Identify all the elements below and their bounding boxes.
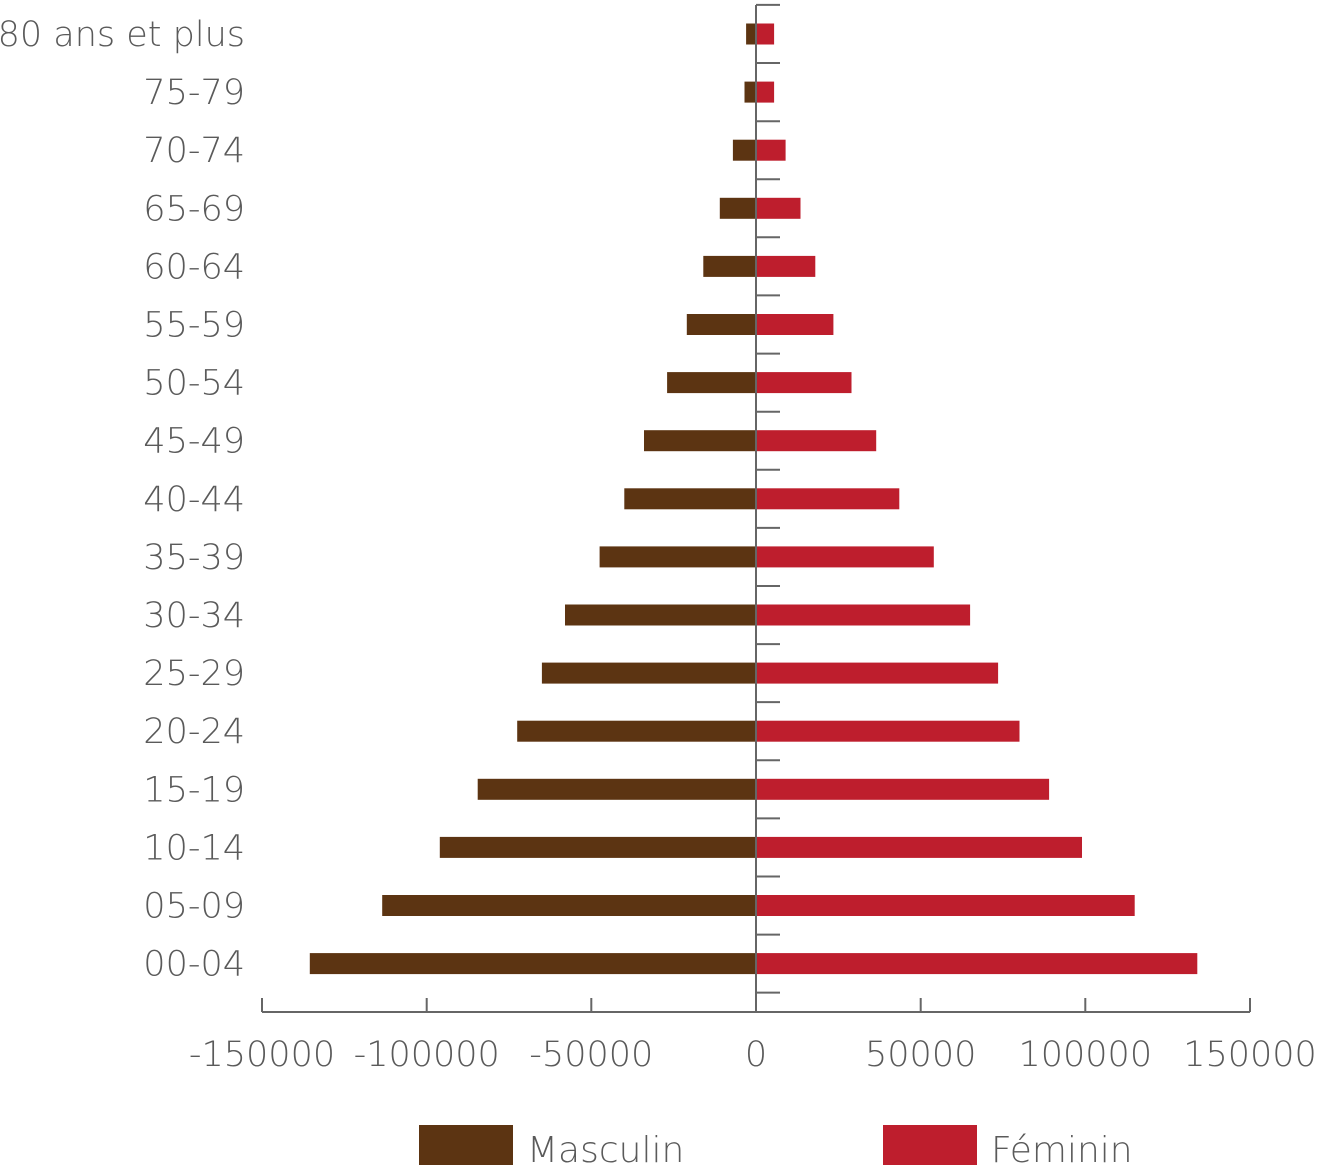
bar-feminin-12 [756,720,1020,742]
bar-masculin-3 [719,197,756,219]
bar-masculin-0 [746,23,756,45]
category-label: 80 ans et plus [0,15,245,55]
x-axis: -150000 -100000 -50000 0 50000 100000 150000 [189,998,1317,1075]
category-label: 75-79 [143,73,245,113]
bar-feminin-10 [756,604,971,626]
category-label: 45-49 [143,422,245,462]
bar-feminin-11 [756,662,999,684]
category-label: 60-64 [143,247,245,287]
bar-feminin-3 [756,197,801,219]
bar-feminin-6 [756,372,852,394]
bar-masculin-13 [477,778,756,800]
bar-masculin-7 [644,430,756,452]
category-label: 25-29 [143,654,245,694]
bar-masculin-4 [703,255,756,277]
legend: Masculin Féminin [419,1125,1133,1167]
category-label: 40-44 [143,480,245,520]
bar-masculin-8 [624,488,756,510]
bar-feminin-1 [756,81,775,103]
category-label: 00-04 [143,945,245,985]
x-tick-label: 100000 [1018,1035,1152,1075]
x-tick-label: 150000 [1183,1035,1317,1075]
category-label: 05-09 [143,887,245,927]
category-label: 50-54 [143,364,245,404]
bar-feminin-7 [756,430,877,452]
bar-feminin-14 [756,836,1082,858]
bar-feminin-5 [756,314,834,335]
bar-feminin-16 [756,953,1198,975]
x-tick-label: -100000 [354,1035,500,1075]
bar-feminin-8 [756,488,900,510]
bar-masculin-1 [744,81,756,103]
category-label: 10-14 [143,828,245,868]
bar-feminin-4 [756,255,816,277]
category-label: 65-69 [143,189,245,229]
legend-label-feminin: Féminin [991,1130,1133,1167]
category-label: 15-19 [143,770,245,810]
x-tick-label: -150000 [189,1035,335,1075]
category-label: 70-74 [143,131,245,171]
bar-feminin-9 [756,546,934,568]
bar-feminin-0 [756,23,775,45]
legend-swatch-feminin [883,1125,977,1165]
bar-feminin-13 [756,778,1050,800]
y-axis: 80 ans et plus 75-79 70-74 65-69 60-64 55-59 5… [0,3,780,1012]
bar-feminin-15 [756,895,1135,916]
category-label: 20-24 [143,712,245,752]
bar-masculin-11 [541,662,756,684]
bar-masculin-9 [599,546,756,568]
bar-masculin-6 [667,372,756,394]
legend-label-masculin: Masculin [527,1130,684,1167]
x-tick-label: -50000 [529,1035,653,1075]
bar-masculin-15 [382,895,756,916]
bar-masculin-2 [732,139,756,161]
category-label: 35-39 [143,538,245,578]
x-tick-label: 0 [745,1035,767,1075]
bar-feminin-2 [756,139,786,161]
bars-layer [309,23,1198,975]
bar-masculin-5 [686,314,756,335]
category-label: 30-34 [143,596,245,636]
x-tick-label: 50000 [865,1035,976,1075]
category-label: 55-59 [143,306,245,346]
bar-masculin-12 [517,720,756,742]
bar-masculin-10 [565,604,756,626]
bar-masculin-14 [439,836,756,858]
legend-swatch-masculin [419,1125,513,1165]
bar-masculin-16 [309,953,756,975]
